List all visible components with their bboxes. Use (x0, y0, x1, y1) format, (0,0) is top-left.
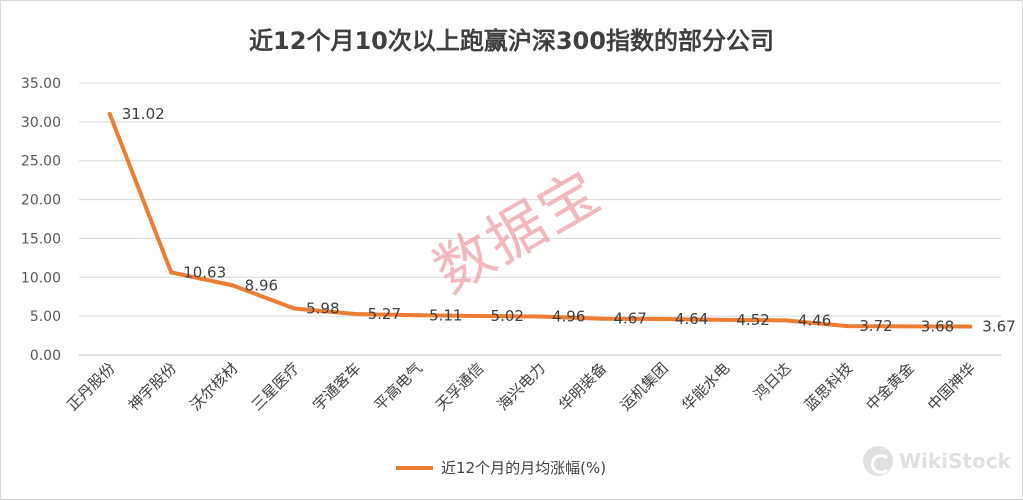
data-point (230, 283, 235, 288)
y-tick-label: 35.00 (21, 76, 61, 92)
data-label: 5.98 (306, 300, 339, 318)
data-label: 3.68 (921, 317, 954, 335)
y-tick-label: 30.00 (21, 115, 61, 131)
chart-title: 近12个月10次以上跑赢沪深300指数的部分公司 (249, 27, 774, 55)
legend-label: 近12个月的月均涨幅(%) (441, 459, 606, 477)
data-label: 5.27 (368, 305, 401, 323)
data-point (783, 318, 788, 323)
x-tick-label: 三星医疗 (248, 359, 303, 414)
data-label: 3.72 (859, 317, 892, 335)
data-label: 4.96 (552, 307, 585, 325)
data-point (906, 324, 911, 329)
data-label: 8.96 (245, 276, 278, 294)
data-point (599, 316, 604, 321)
x-tick-label: 宇通客车 (309, 359, 364, 414)
x-tick-label: 天孚通信 (432, 359, 487, 414)
x-tick-label: 蓝思科技 (801, 359, 856, 414)
y-tick-label: 5.00 (30, 309, 61, 325)
x-tick-label: 华能水电 (678, 359, 733, 414)
data-label: 5.11 (429, 306, 462, 324)
data-point (968, 324, 973, 329)
wikistock-logo-icon (863, 446, 893, 476)
x-tick-label: 华明装备 (555, 359, 610, 414)
data-point (292, 306, 297, 311)
data-label: 3.67 (982, 317, 1015, 335)
y-tick-label: 20.00 (21, 193, 61, 209)
y-tick-label: 0.00 (30, 348, 61, 364)
y-tick-label: 15.00 (21, 231, 61, 247)
data-label: 4.52 (736, 311, 769, 329)
data-label: 5.02 (491, 307, 524, 325)
data-point (722, 317, 727, 322)
y-tick-label: 25.00 (21, 154, 61, 170)
data-point (415, 313, 420, 318)
data-point (353, 312, 358, 317)
x-tick-label: 神宇股份 (125, 359, 180, 414)
data-point (538, 314, 542, 319)
x-tick-label: 中国神华 (924, 359, 979, 414)
data-label: 4.64 (675, 310, 708, 328)
data-point (169, 270, 174, 275)
x-tick-label: 沃尔核材 (186, 359, 241, 414)
data-label: 4.46 (798, 311, 831, 329)
x-tick-label: 鸿日达 (750, 359, 795, 404)
data-label: 31.02 (122, 105, 165, 123)
y-tick-label: 10.00 (21, 270, 61, 286)
x-tick-label: 平高电气 (371, 359, 426, 414)
data-point (845, 324, 850, 329)
x-tick-label: 中金黄金 (862, 359, 917, 414)
x-tick-label: 海兴电力 (494, 359, 549, 414)
data-point (476, 313, 481, 318)
data-label: 10.63 (183, 263, 226, 281)
x-tick-label: 正丹股份 (63, 359, 118, 414)
brand-watermark-label: WikiStock (899, 449, 1011, 473)
data-label: 4.67 (613, 310, 646, 328)
x-tick-label: 运机集团 (617, 359, 672, 414)
data-point (660, 316, 665, 321)
data-point (107, 111, 112, 116)
brand-watermark: WikiStock (863, 446, 1011, 476)
